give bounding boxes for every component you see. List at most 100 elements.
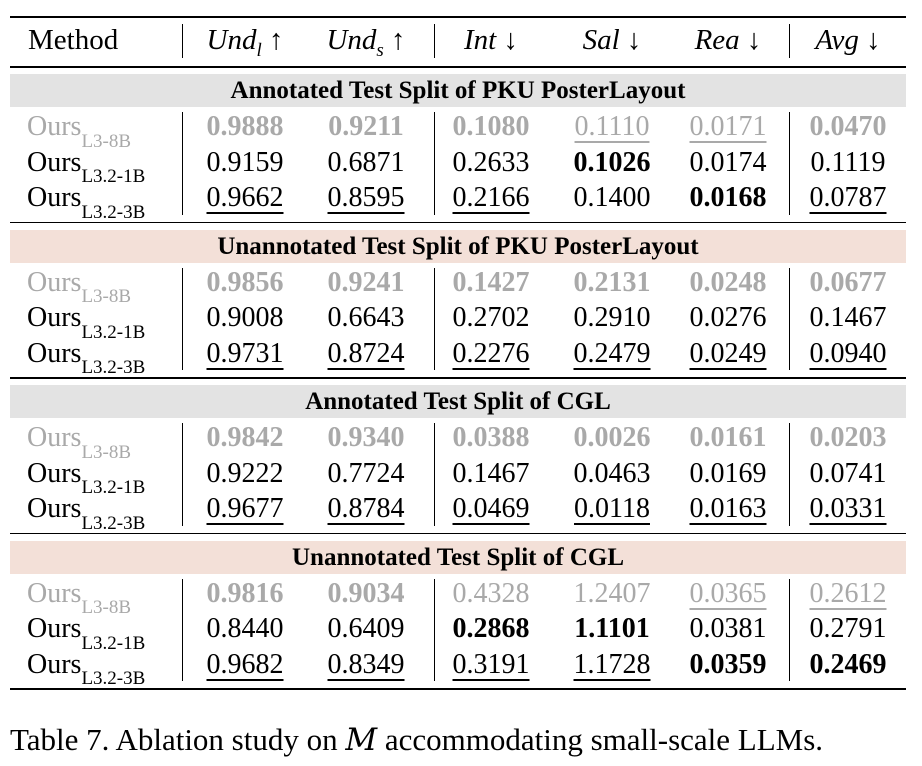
column-separator — [434, 267, 435, 370]
metric-value: 0.0787 — [809, 182, 887, 213]
column-separator — [182, 24, 183, 58]
metric-value: 0.6643 — [327, 302, 405, 333]
metric-value: 0.2910 — [573, 302, 651, 333]
metric-value: 0.9682 — [206, 648, 284, 680]
metric-value: 0.0276 — [689, 302, 767, 333]
metric-value: 0.7724 — [327, 457, 405, 489]
method-label: Ours — [27, 613, 82, 644]
metric-value: 0.0169 — [689, 457, 767, 489]
header-rule — [10, 66, 906, 68]
metric-value: 0.2131 — [573, 266, 651, 298]
subscript-text: L3.2-1B — [81, 166, 146, 188]
metric-value: 1.2407 — [573, 577, 651, 609]
metric-value: 0.1467 — [452, 457, 530, 489]
caption-model-symbol: M — [345, 722, 378, 758]
subscript-text: L3.2-3B — [81, 357, 146, 379]
metric-value: 0.2479 — [573, 337, 651, 369]
subscript-text: L3.2-1B — [81, 477, 146, 499]
method-subscript: L3-8B — [81, 286, 131, 307]
metric-value: 0.9159 — [206, 146, 284, 178]
metric-value: 0.2633 — [452, 146, 530, 178]
metric-value: 0.2612 — [809, 577, 887, 609]
metric-value: 1.1728 — [573, 648, 651, 680]
metric-value: 0.0677 — [809, 266, 887, 298]
header-method: Method — [28, 24, 119, 56]
metric-value: 0.9888 — [206, 111, 284, 142]
metric-value: 0.0331 — [809, 493, 887, 524]
metric-value: 0.1080 — [452, 111, 530, 142]
metric-value: 0.4328 — [452, 577, 530, 609]
metric-value: 0.0359 — [689, 648, 767, 680]
header-col: Rea ↓ — [668, 23, 788, 57]
method-subscript: L3.2-1B — [81, 166, 145, 187]
column-separator — [789, 112, 790, 215]
metric-value: 0.1119 — [810, 146, 886, 178]
row-method-name: OursL3-8B — [27, 110, 131, 154]
metric-value: 0.9662 — [206, 182, 284, 213]
section-banner: Annotated Test Split of CGL — [10, 385, 906, 418]
column-separator — [434, 578, 435, 681]
column-separator — [789, 267, 790, 370]
metric-value: 0.0248 — [689, 266, 767, 298]
metric-value: 0.9842 — [206, 422, 284, 453]
row-method-name: OursL3.2-3B — [27, 648, 145, 692]
subscript-text: L3-8B — [81, 441, 132, 463]
method-label: Ours — [27, 266, 82, 298]
metric-value: 0.2166 — [452, 182, 530, 213]
table-row: OursL3-8B 0.9842 0.9340 0.0388 0.0026 0.0161 0… — [10, 421, 906, 463]
row-method-name: OursL3-8B — [27, 266, 131, 310]
row-method-name: OursL3-8B — [27, 421, 131, 465]
subscript-text: L3.2-1B — [81, 632, 146, 654]
metric-value: 0.2276 — [452, 337, 530, 369]
metric-value: 0.3191 — [452, 648, 530, 680]
method-label: Ours — [27, 493, 82, 524]
row-method-name: OursL3.2-3B — [27, 337, 145, 381]
method-subscript: L3.2-3B — [81, 357, 145, 378]
subscript-text: L3.2-3B — [81, 201, 146, 223]
method-label: Ours — [27, 648, 82, 680]
metric-value: 0.6871 — [327, 146, 405, 178]
column-separator — [434, 423, 435, 526]
header-arrow: ↑ — [268, 24, 284, 56]
table-row: OursL3-8B 0.9856 0.9241 0.1427 0.2131 0.0248 0… — [10, 266, 906, 308]
header-arrow: ↓ — [626, 24, 642, 56]
metric-value: 0.9677 — [206, 493, 284, 524]
header-arrow: ↑ — [391, 24, 406, 56]
metric-value: 0.0469 — [452, 493, 530, 524]
table-row: OursL3.2-1B 0.9222 0.7724 0.1467 0.0463 0.016… — [10, 457, 906, 499]
metric-value: 0.0163 — [689, 493, 767, 524]
metric-value: 0.0381 — [689, 613, 767, 644]
metric-value: 0.0940 — [809, 337, 887, 369]
subscript-text: L3-8B — [81, 130, 132, 152]
metric-value: 0.2469 — [809, 648, 887, 680]
table-row: OursL3.2-3B 0.9731 0.8724 0.2276 0.2479 0.024… — [10, 337, 906, 379]
column-separator — [789, 578, 790, 681]
section-rule — [10, 377, 906, 379]
header-metric: Sal — [582, 24, 620, 56]
column-separator — [789, 423, 790, 526]
metric-value: 0.9340 — [327, 422, 405, 453]
metric-value: 0.8724 — [327, 337, 405, 369]
row-method-name: OursL3.2-3B — [27, 181, 145, 225]
metric-value: 0.0388 — [452, 422, 530, 453]
column-separator — [434, 112, 435, 215]
column-separator — [182, 112, 183, 215]
header-arrow: ↓ — [746, 24, 762, 56]
subscript-text: L3.2-1B — [81, 321, 146, 343]
header-metric: Int — [464, 24, 497, 56]
caption-prefix: Table 7. Ablation study on — [10, 722, 346, 757]
metric-value: 0.0026 — [573, 422, 651, 453]
method-subscript: L3-8B — [81, 597, 131, 618]
metric-value: 0.9222 — [206, 457, 284, 489]
metric-value: 0.9008 — [206, 302, 284, 333]
method-subscript: L3-8B — [81, 131, 131, 152]
metric-value: 0.0161 — [689, 422, 767, 453]
method-subscript: L3.2-3B — [81, 513, 145, 534]
section-rule — [10, 221, 906, 223]
method-subscript: L3.2-1B — [81, 477, 145, 498]
method-subscript: L3.2-1B — [81, 633, 145, 654]
metric-value: 0.0365 — [689, 577, 767, 609]
row-method-name: OursL3.2-1B — [27, 301, 145, 345]
header-arrow: ↓ — [503, 24, 518, 56]
metric-value: 0.0118 — [574, 493, 650, 524]
